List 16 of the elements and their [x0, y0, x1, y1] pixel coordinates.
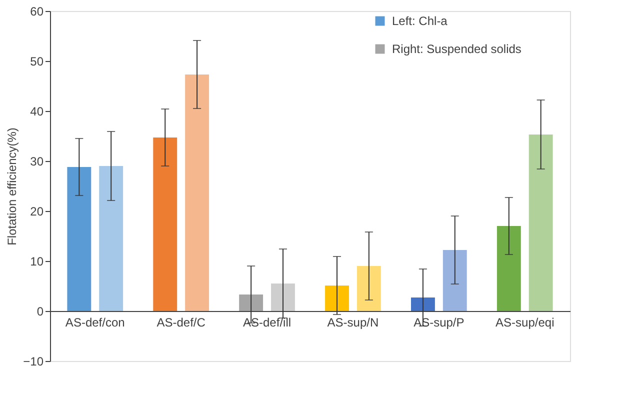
x-tick-label: AS-def/con [65, 316, 125, 330]
y-tick-label: 50 [30, 54, 44, 68]
legend-label: Left: Chl-a [392, 14, 448, 28]
y-tick-label: 30 [30, 154, 44, 168]
y-tick-label: 40 [30, 104, 44, 118]
x-tick-label: AS-sup/eqi [496, 316, 554, 330]
x-tick-label: AS-def/ill [243, 316, 292, 330]
legend-label: Right: Suspended solids [392, 42, 522, 56]
y-tick-label: 10 [30, 254, 44, 268]
y-tick-label: 20 [30, 204, 44, 218]
y-axis-title: Flotation efficiency(%) [5, 128, 20, 246]
y-tick-label: 0 [36, 304, 44, 318]
y-tick-label: 60 [30, 4, 44, 18]
x-tick-label: AS-sup/N [327, 316, 379, 330]
x-tick-label: AS-def/C [156, 316, 206, 330]
y-tick-label: −10 [23, 354, 44, 368]
